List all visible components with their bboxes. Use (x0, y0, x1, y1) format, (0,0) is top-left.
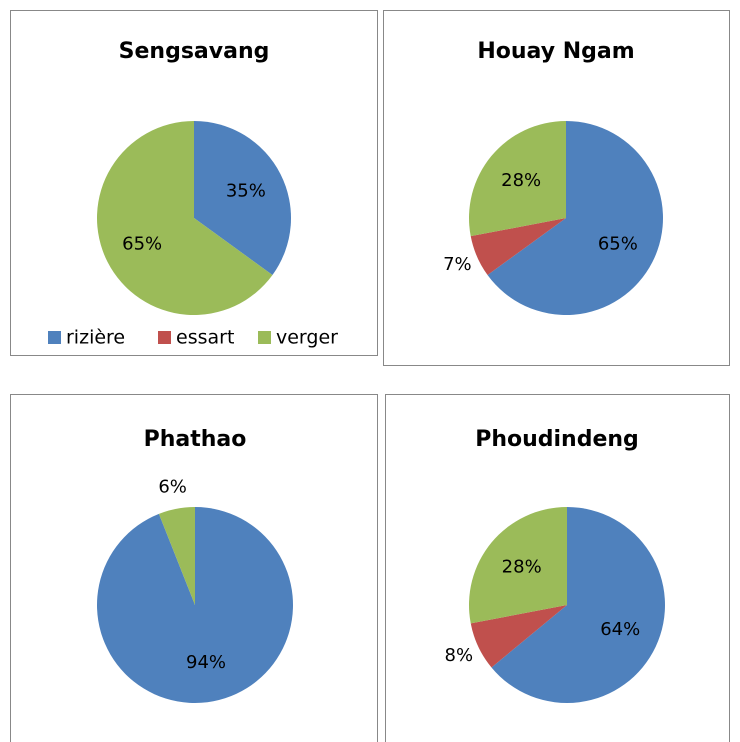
legend-label: verger (276, 327, 338, 349)
pie-slice (487, 121, 663, 315)
legend-label: rizière (66, 327, 125, 349)
legend-swatch (48, 331, 61, 344)
data-label: 65% (598, 233, 638, 254)
chart-title: Sengsavang (119, 39, 270, 64)
pie-slice (158, 507, 195, 605)
data-label: 65% (122, 233, 162, 254)
data-label: 28% (501, 170, 541, 191)
legend-swatch (158, 331, 171, 344)
data-label: 8% (445, 645, 474, 666)
pie-slice (96, 121, 273, 315)
pie-slice (470, 218, 566, 276)
data-label: 28% (502, 557, 542, 578)
legend-swatch (258, 331, 271, 344)
pie-slice (97, 507, 294, 703)
data-label: 7% (443, 254, 472, 275)
panel (385, 394, 730, 742)
pie-slice (470, 605, 567, 668)
panel (383, 10, 730, 366)
data-label: 35% (226, 181, 266, 202)
pie-slice (468, 507, 567, 624)
chart-title: Phoudindeng (475, 427, 639, 452)
pie-slice (491, 507, 665, 703)
data-label: 6% (158, 477, 187, 498)
panel (10, 394, 378, 742)
pie-slice (194, 121, 291, 276)
data-label: 94% (186, 652, 226, 673)
legend-label: essart (176, 327, 234, 349)
data-label: 64% (600, 619, 640, 640)
chart-title: Houay Ngam (477, 39, 634, 64)
pie-slice (469, 121, 566, 237)
panel (10, 10, 378, 356)
chart-title: Phathao (144, 427, 247, 452)
